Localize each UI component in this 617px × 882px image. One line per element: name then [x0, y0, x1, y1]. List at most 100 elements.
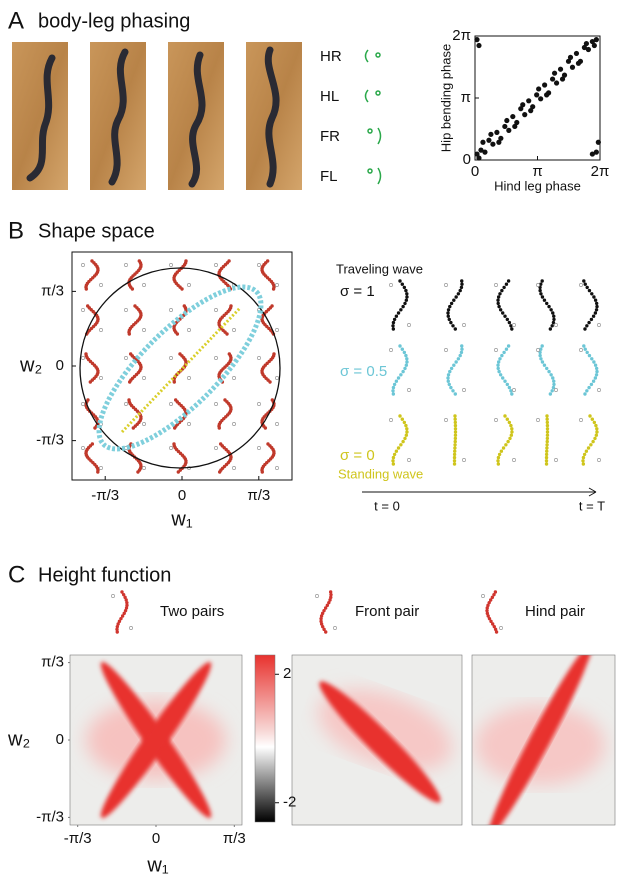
leg-dot — [124, 402, 128, 406]
y-tick-label: π/3 — [41, 654, 64, 671]
body-dot — [88, 380, 93, 384]
leg-dot — [315, 594, 319, 598]
body-dot — [538, 288, 542, 293]
point — [593, 37, 599, 43]
body-dot — [130, 287, 135, 291]
point — [502, 123, 508, 130]
colorbar-tick-label: 2 — [283, 665, 291, 682]
leg-dot — [579, 348, 583, 352]
body-dot — [402, 420, 407, 425]
body-dot — [503, 314, 507, 318]
heat-frame — [291, 654, 463, 826]
body-dot — [545, 417, 549, 421]
leg-dot — [169, 263, 173, 267]
heatmap — [70, 655, 242, 825]
point — [544, 92, 550, 98]
circle-orbit — [79, 267, 281, 469]
body-dot — [453, 414, 457, 418]
body-dot — [545, 430, 550, 434]
sigma-label: σ = 1 — [340, 283, 375, 300]
leg-dot — [554, 388, 558, 392]
body-dot — [391, 462, 396, 466]
body-dot — [401, 439, 405, 444]
body-dot — [328, 590, 333, 594]
body-dot — [593, 436, 597, 441]
leg-dot — [124, 356, 128, 360]
body-dot — [585, 350, 589, 355]
body-dot — [493, 627, 498, 632]
x-tick-label: -π/3 — [91, 487, 119, 504]
leg-label: HR — [320, 48, 342, 65]
x-tick-label: 0 — [471, 163, 479, 180]
body-dot — [399, 373, 403, 377]
body-dot — [540, 295, 545, 299]
animal — [188, 51, 206, 188]
body-dot — [398, 414, 402, 418]
leg-dot — [169, 402, 173, 406]
leg-dot — [232, 422, 236, 426]
body-dot — [400, 282, 405, 286]
body-dot — [449, 320, 453, 325]
colorbar — [254, 654, 276, 823]
leg-dot — [99, 328, 103, 332]
body-dot — [456, 292, 461, 296]
point — [542, 82, 548, 88]
body-dot — [487, 616, 492, 621]
leg-dot — [257, 263, 261, 267]
body-dot — [125, 603, 129, 608]
body-dot — [496, 455, 501, 460]
panel-title: body-leg phasing — [38, 10, 190, 32]
body-dot — [583, 327, 587, 331]
body-dot — [496, 366, 500, 371]
body-dot — [446, 373, 451, 377]
body-dot — [401, 304, 405, 309]
leg-dot — [554, 458, 558, 462]
body-dot — [124, 598, 128, 602]
body-dot — [505, 417, 510, 421]
body-dot — [123, 595, 127, 600]
leg-dot — [257, 356, 261, 360]
leg-dot — [99, 376, 103, 380]
leg-icon — [375, 90, 381, 96]
leg-dot — [232, 376, 236, 380]
leg-dot — [142, 376, 146, 380]
body-dot — [319, 614, 324, 618]
body-dot — [394, 449, 399, 453]
point — [530, 104, 536, 110]
point — [476, 155, 482, 161]
body-dot — [497, 304, 501, 309]
point — [504, 117, 510, 124]
body-dot — [582, 279, 586, 283]
body-dot — [506, 439, 510, 444]
body-dot — [583, 347, 587, 351]
condition-title: Hind pair — [525, 603, 585, 620]
point — [476, 42, 482, 49]
line-orbit — [120, 306, 242, 434]
body-dot — [217, 470, 222, 474]
body-dot — [399, 308, 403, 312]
body-dot — [505, 317, 510, 322]
leg-icon — [367, 128, 373, 134]
leg-dot — [462, 388, 466, 392]
body-dot — [120, 590, 124, 594]
body-dot — [538, 350, 542, 355]
body-dot — [454, 295, 458, 299]
leg-dot — [554, 323, 558, 327]
body-dot — [268, 380, 272, 384]
body-dot — [496, 363, 500, 367]
body-dot — [217, 426, 221, 430]
body-dot — [399, 443, 403, 447]
leg-dot — [462, 458, 466, 462]
body-dot — [591, 439, 595, 444]
leg-dot — [257, 446, 261, 450]
point — [561, 72, 568, 78]
body-dot — [542, 363, 547, 367]
body-dot — [453, 427, 458, 431]
body-dot — [547, 369, 551, 374]
leg-dot — [81, 446, 85, 450]
point — [536, 86, 542, 92]
y-tick-label: π/3 — [41, 282, 64, 299]
body-dot — [84, 287, 88, 291]
x-tick-label: -π/3 — [64, 830, 92, 847]
body-dot — [538, 285, 542, 290]
